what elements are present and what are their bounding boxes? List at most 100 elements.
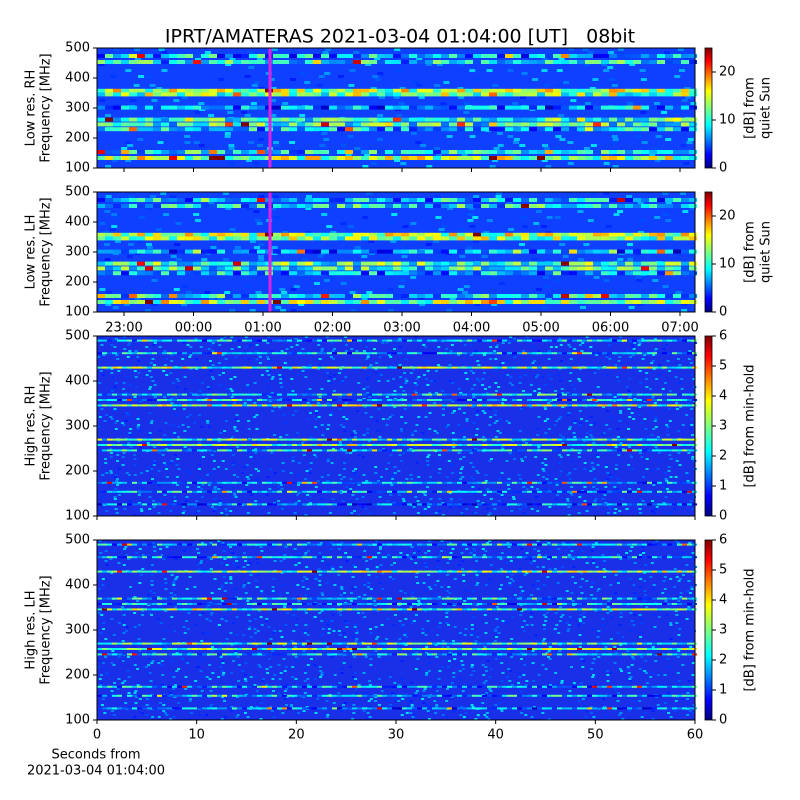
heatmap-cell xyxy=(121,456,125,458)
heatmap-cell xyxy=(304,514,308,516)
heatmap-band xyxy=(417,249,425,254)
heatmap-cell xyxy=(416,500,420,502)
heatmap-band xyxy=(521,122,529,127)
heatmap-band xyxy=(367,404,372,407)
heatmap-band xyxy=(481,261,489,266)
heatmap-cell xyxy=(125,159,132,162)
heatmap-band xyxy=(602,449,607,452)
heatmap-band xyxy=(641,271,649,276)
heatmap-band xyxy=(401,232,409,237)
heatmap-cell xyxy=(304,478,308,480)
heatmap-band xyxy=(121,294,129,298)
heatmap-cell xyxy=(418,96,425,99)
heatmap-band xyxy=(102,366,107,369)
heatmap-cell xyxy=(170,402,174,404)
heatmap-band xyxy=(665,150,673,154)
heatmap-band xyxy=(225,204,233,208)
heatmap-band xyxy=(637,444,642,446)
heatmap-band xyxy=(322,352,327,355)
heatmap-cell xyxy=(603,162,610,165)
heatmap-band xyxy=(97,261,105,266)
heatmap-cell xyxy=(530,486,534,488)
heatmap-band xyxy=(452,444,457,446)
heatmap-band xyxy=(297,198,305,202)
heatmap-band xyxy=(241,54,249,58)
heatmap-cell xyxy=(692,496,696,498)
heatmap-cell xyxy=(353,201,360,204)
heatmap-band xyxy=(385,122,393,127)
heatmap-cell xyxy=(376,480,380,482)
heatmap-band xyxy=(432,404,437,407)
heatmap-cell xyxy=(235,430,239,432)
heatmap-cell xyxy=(308,472,312,474)
heatmap-band xyxy=(561,249,569,254)
heatmap-cell xyxy=(271,48,278,51)
heatmap-band xyxy=(547,366,552,369)
heatmap-band xyxy=(673,198,681,202)
heatmap-band xyxy=(201,127,209,132)
heatmap-band xyxy=(121,156,129,160)
y-tick-label: 400 xyxy=(65,215,90,230)
heatmap-band xyxy=(417,266,425,271)
heatmap-band xyxy=(441,249,449,254)
heatmap-band xyxy=(185,60,193,64)
heatmap-band xyxy=(457,60,465,64)
heatmap-cell xyxy=(440,102,447,105)
heatmap-cell xyxy=(507,69,514,72)
heatmap-band xyxy=(185,249,193,254)
heatmap-band xyxy=(187,393,192,396)
heatmap-band xyxy=(522,404,527,407)
heatmap-band xyxy=(437,449,442,452)
heatmap-band xyxy=(212,404,217,407)
heatmap-band xyxy=(561,236,569,241)
heatmap-band xyxy=(625,127,633,132)
heatmap-band xyxy=(577,122,585,127)
heatmap-band xyxy=(527,339,532,342)
heatmap-band xyxy=(492,352,497,355)
heatmap-band xyxy=(633,198,641,202)
heatmap-band xyxy=(167,352,172,355)
heatmap-cell xyxy=(493,350,497,352)
heatmap-cell xyxy=(395,69,402,72)
heatmap-band xyxy=(673,294,681,298)
heatmap-cell xyxy=(396,114,403,117)
heatmap-band xyxy=(593,204,601,208)
heatmap-cell xyxy=(162,462,166,464)
heatmap-band xyxy=(572,438,577,441)
heatmap-band xyxy=(273,92,281,97)
heatmap-band xyxy=(353,156,361,160)
heatmap-cell xyxy=(494,358,498,360)
heatmap-band xyxy=(527,444,532,446)
heatmap-band xyxy=(425,266,433,271)
heatmap-band xyxy=(592,339,597,342)
heatmap-band xyxy=(537,249,545,254)
heatmap-band xyxy=(537,271,545,276)
heatmap-band xyxy=(193,249,201,254)
heatmap-band xyxy=(162,366,167,369)
heatmap-band xyxy=(369,294,377,298)
heatmap-band xyxy=(307,352,312,355)
heatmap-band xyxy=(409,92,417,97)
heatmap-cell xyxy=(536,488,540,490)
heatmap-cell xyxy=(229,448,233,450)
heatmap-band xyxy=(689,204,697,208)
heatmap-band xyxy=(407,404,412,407)
heatmap-cell xyxy=(584,102,591,105)
heatmap-cell xyxy=(553,147,560,150)
heatmap-band xyxy=(437,399,442,401)
heatmap-band xyxy=(392,444,397,446)
heatmap-band xyxy=(497,127,505,132)
heatmap-band xyxy=(209,261,217,266)
heatmap-cell xyxy=(554,216,561,219)
heatmap-band xyxy=(121,117,129,122)
heatmap-band xyxy=(673,232,681,237)
heatmap-cell xyxy=(567,344,571,346)
heatmap-cell xyxy=(436,63,443,66)
heatmap-cell xyxy=(541,468,545,470)
heatmap-band xyxy=(609,236,617,241)
heatmap-band xyxy=(482,404,487,407)
heatmap-cell xyxy=(570,448,574,450)
heatmap-cell xyxy=(231,462,235,464)
heatmap-band xyxy=(601,271,609,276)
heatmap-cell xyxy=(426,384,430,386)
